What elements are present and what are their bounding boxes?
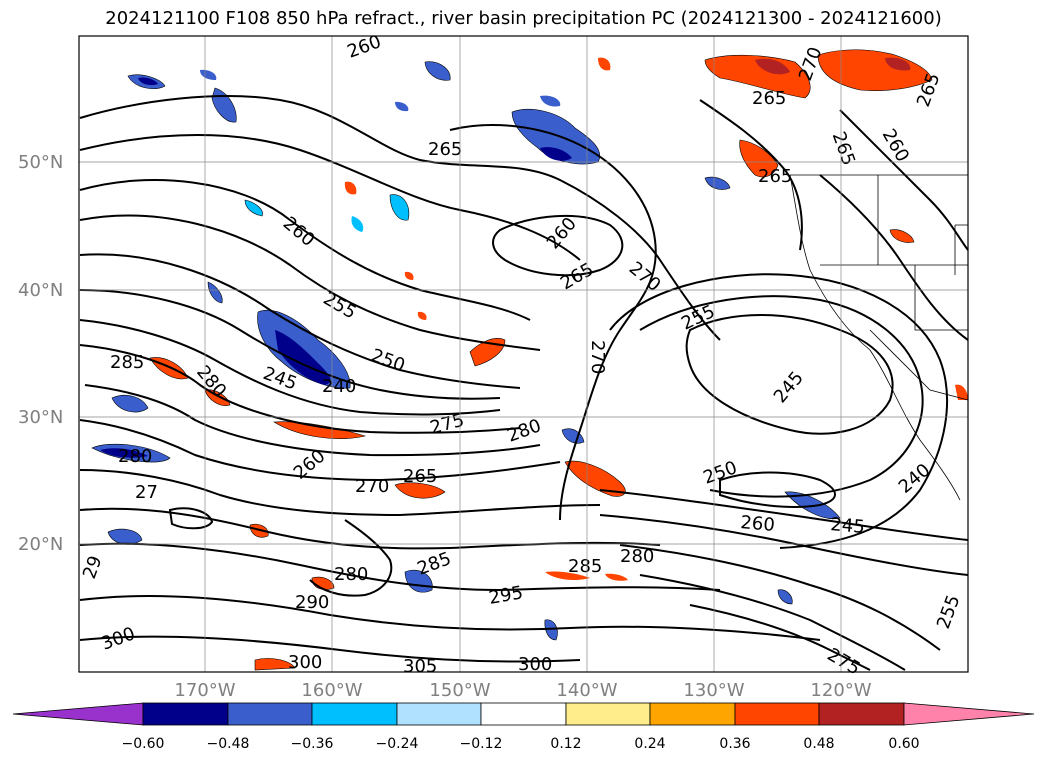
colorbar-bin (480, 702, 567, 726)
contour-label: 285 (415, 548, 454, 579)
colorbar (12, 702, 1035, 726)
lat-label: 40°N (18, 280, 64, 301)
colorbar-bin (565, 702, 651, 726)
contour-label: 245 (770, 367, 808, 407)
colorbar-bin (142, 702, 229, 726)
contour-label: 260 (878, 125, 913, 165)
contour-label: 255 (933, 592, 964, 631)
contour-label: 260 (740, 512, 776, 536)
colorbar-bin (818, 702, 905, 726)
contour-label: 280 (192, 362, 230, 402)
colorbar-extend-low (12, 702, 144, 726)
colorbar-tick: −0.12 (459, 736, 503, 752)
contour-label: 250 (701, 457, 740, 488)
lat-label: 20°N (18, 534, 64, 555)
colorbar-tick: −0.36 (290, 736, 334, 752)
colorbar-bin (734, 702, 820, 726)
contour-label: 265 (828, 129, 859, 168)
contour-label: 285 (110, 352, 144, 373)
colorbar-bin (396, 702, 482, 726)
colorbar-bin (227, 702, 313, 726)
refractivity-contours (79, 95, 969, 671)
contour-label: 27 (135, 482, 158, 503)
contour-label: 245 (830, 514, 866, 538)
colorbar-tick: 0.24 (634, 736, 666, 752)
contour-label: 305 (403, 656, 437, 677)
map-frame (78, 35, 969, 673)
colorbar-bin (649, 702, 736, 726)
lon-label: 150°W (429, 680, 491, 701)
lat-label: 50°N (18, 152, 64, 173)
contour-label: 240 (322, 376, 356, 397)
contour-label: 300 (288, 652, 322, 673)
contour-label: 260 (543, 213, 581, 253)
contour-label: 270 (355, 476, 389, 497)
contour-label: 280 (118, 446, 152, 467)
colorbar-tick: 0.60 (888, 736, 920, 752)
contour-label: 270 (795, 44, 826, 83)
contour-label: 265 (403, 466, 437, 487)
contour-label: 265 (758, 166, 792, 187)
lon-label: 130°W (683, 680, 745, 701)
gridlines (79, 36, 968, 672)
contour-label: 240 (895, 460, 935, 498)
contour-label: 280 (334, 564, 368, 585)
contour-label: 300 (518, 654, 552, 675)
colorbar-tick: −0.60 (121, 736, 165, 752)
colorbar-tick: 0.48 (803, 736, 835, 752)
contour-label: 29 (79, 553, 107, 582)
colorbar-tick: −0.48 (206, 736, 250, 752)
lon-label: 120°W (810, 680, 872, 701)
contour-label: 265 (557, 259, 597, 294)
contour-label: 290 (295, 592, 329, 613)
contour-label: 265 (428, 139, 462, 160)
contour-label: 250 (368, 345, 407, 376)
colorbar-extend-high (903, 702, 1035, 726)
map-title: 2024121100 F108 850 hPa refract., river … (105, 8, 942, 29)
contour-label: 295 (487, 582, 524, 609)
colorbar-bin (311, 702, 398, 726)
colorbar-tick: −0.24 (375, 736, 419, 752)
state-borders (789, 174, 969, 501)
contour-label: 265 (752, 88, 786, 109)
contour-label: 285 (568, 556, 602, 577)
contour-label: 255 (320, 288, 360, 323)
contour-label: 260 (279, 213, 319, 251)
contour-label: 280 (620, 546, 654, 567)
contour-label: 280 (505, 415, 544, 446)
contour-label: 270 (587, 340, 608, 374)
lon-label: 170°W (174, 680, 236, 701)
contour-label: 255 (678, 301, 718, 335)
lon-label: 160°W (301, 680, 363, 701)
colorbar-tick: 0.12 (550, 736, 582, 752)
contour-label: 300 (99, 623, 138, 654)
lon-label: 140°W (556, 680, 618, 701)
lat-label: 30°N (18, 407, 64, 428)
colorbar-tick: 0.36 (719, 736, 751, 752)
